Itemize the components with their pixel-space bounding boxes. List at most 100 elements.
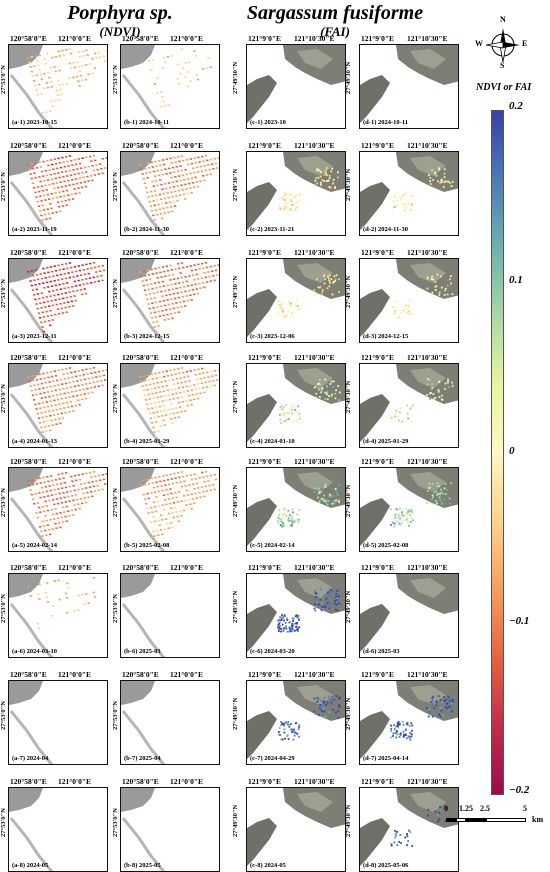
porphyra-pixel xyxy=(95,480,98,482)
island-southwest xyxy=(247,394,277,442)
porphyra-pixel xyxy=(189,294,192,296)
sargassum-pixel xyxy=(410,517,412,519)
sargassum-pixel xyxy=(292,624,294,627)
sargassum-pixel xyxy=(407,304,410,307)
sargassum-pixel xyxy=(427,808,430,811)
porphyra-pixel xyxy=(54,56,58,58)
porphyra-pixel xyxy=(151,317,154,319)
porphyra-pixel xyxy=(196,185,200,188)
scale-label-3: 5 xyxy=(523,804,527,813)
porphyra-pixel xyxy=(50,419,53,422)
porphyra-pixel xyxy=(83,482,87,485)
porphyra-pixel xyxy=(187,375,190,378)
porphyra-pixel xyxy=(180,367,184,369)
porphyra-pixel xyxy=(151,511,154,513)
sargassum-pixel xyxy=(296,615,298,618)
sargassum-pixel xyxy=(295,192,297,195)
porphyra-pixel xyxy=(167,289,171,291)
sargassum-pixel xyxy=(392,735,395,737)
porphyra-pixel xyxy=(82,55,85,57)
porphyra-pixel xyxy=(61,278,64,280)
porphyra-pixel xyxy=(58,84,61,86)
sargassum-pixel xyxy=(277,520,279,523)
sargassum-pixel xyxy=(449,705,451,708)
sargassum-pixel xyxy=(433,491,436,494)
porphyra-pixel xyxy=(99,56,102,58)
porphyra-pixel xyxy=(190,284,193,286)
porphyra-pixel xyxy=(170,269,173,271)
sargassum-pixel xyxy=(281,525,284,528)
porphyra-pixel xyxy=(36,516,39,519)
lat-label: 27°53'0"N xyxy=(0,594,7,623)
sargassum-pixel xyxy=(313,491,316,494)
porphyra-pixel xyxy=(193,369,196,371)
sargassum-pixel xyxy=(277,624,280,626)
sargassum-pixel xyxy=(327,500,330,502)
sargassum-pixel xyxy=(288,199,291,202)
porphyra-pixel xyxy=(82,374,85,376)
porphyra-pixel xyxy=(198,387,201,390)
sargassum-pixel xyxy=(399,834,402,836)
sargassum-pixel xyxy=(397,726,399,729)
sargassum-pixel xyxy=(323,180,326,182)
porphyra-pixel xyxy=(184,381,187,383)
sargassum-pixel xyxy=(283,208,286,210)
porphyra-pixel xyxy=(179,406,182,408)
porphyra-pixel xyxy=(156,411,159,413)
sargassum-pixel xyxy=(327,702,330,705)
panel-label: (c-5) 2024-02-14 xyxy=(250,542,295,549)
porphyra-pixel xyxy=(62,402,65,405)
porphyra-pixel xyxy=(158,300,162,303)
sargassum-pixel xyxy=(402,193,405,196)
sargassum-pixel xyxy=(405,508,408,510)
porphyra-pixel xyxy=(161,310,164,312)
lon-label-right: 121°0'0"E xyxy=(170,34,203,43)
porphyra-pixel xyxy=(145,503,148,505)
porphyra-pixel xyxy=(184,305,187,307)
sargassum-pixel xyxy=(278,204,280,207)
porphyra-pixel xyxy=(179,286,182,289)
land-mask xyxy=(121,152,155,176)
porphyra-pixel xyxy=(77,279,80,282)
sargassum-pixel xyxy=(331,393,333,396)
porphyra-pixel xyxy=(164,275,167,277)
porphyra-pixel xyxy=(162,390,166,392)
lat-label: 27°49'30"N xyxy=(345,275,352,308)
porphyra-pixel xyxy=(47,179,50,181)
porphyra-pixel xyxy=(161,66,164,69)
porphyra-pixel xyxy=(167,196,170,199)
porphyra-pixel xyxy=(49,385,52,388)
seawall-line xyxy=(9,288,54,342)
sargassum-pixel xyxy=(296,513,299,516)
porphyra-pixel xyxy=(40,185,43,187)
porphyra-pixel xyxy=(191,289,195,291)
porphyra-pixel xyxy=(54,192,57,194)
porphyra-pixel xyxy=(152,382,156,385)
porphyra-pixel xyxy=(60,502,64,504)
sargassum-pixel xyxy=(335,593,338,595)
porphyra-pixel xyxy=(34,191,37,194)
porphyra-pixel xyxy=(174,268,177,270)
sargassum-pixel xyxy=(409,521,412,523)
porphyra-pixel xyxy=(94,475,97,478)
porphyra-pixel xyxy=(155,194,158,197)
lon-label-left: 121°9'0"E xyxy=(361,248,394,257)
porphyra-pixel xyxy=(164,290,167,292)
porphyra-pixel xyxy=(170,507,173,509)
sargassum-pixel xyxy=(317,169,320,172)
sargassum-pixel xyxy=(315,396,318,399)
sargassum-pixel xyxy=(290,409,293,412)
porphyra-pixel xyxy=(91,391,94,394)
sargassum-pixel xyxy=(391,517,394,520)
sargassum-pixel xyxy=(328,495,331,497)
porphyra-pixel xyxy=(97,280,100,282)
sargassum-pixel xyxy=(332,380,335,383)
porphyra-pixel xyxy=(163,212,166,214)
porphyra-pixel xyxy=(139,164,142,166)
porphyra-pixel xyxy=(81,279,84,281)
sargassum-pixel xyxy=(321,293,323,296)
sargassum-pixel xyxy=(283,517,286,519)
porphyra-pixel xyxy=(86,268,89,270)
island-highland xyxy=(297,156,333,176)
sargassum-pixel xyxy=(284,412,287,414)
